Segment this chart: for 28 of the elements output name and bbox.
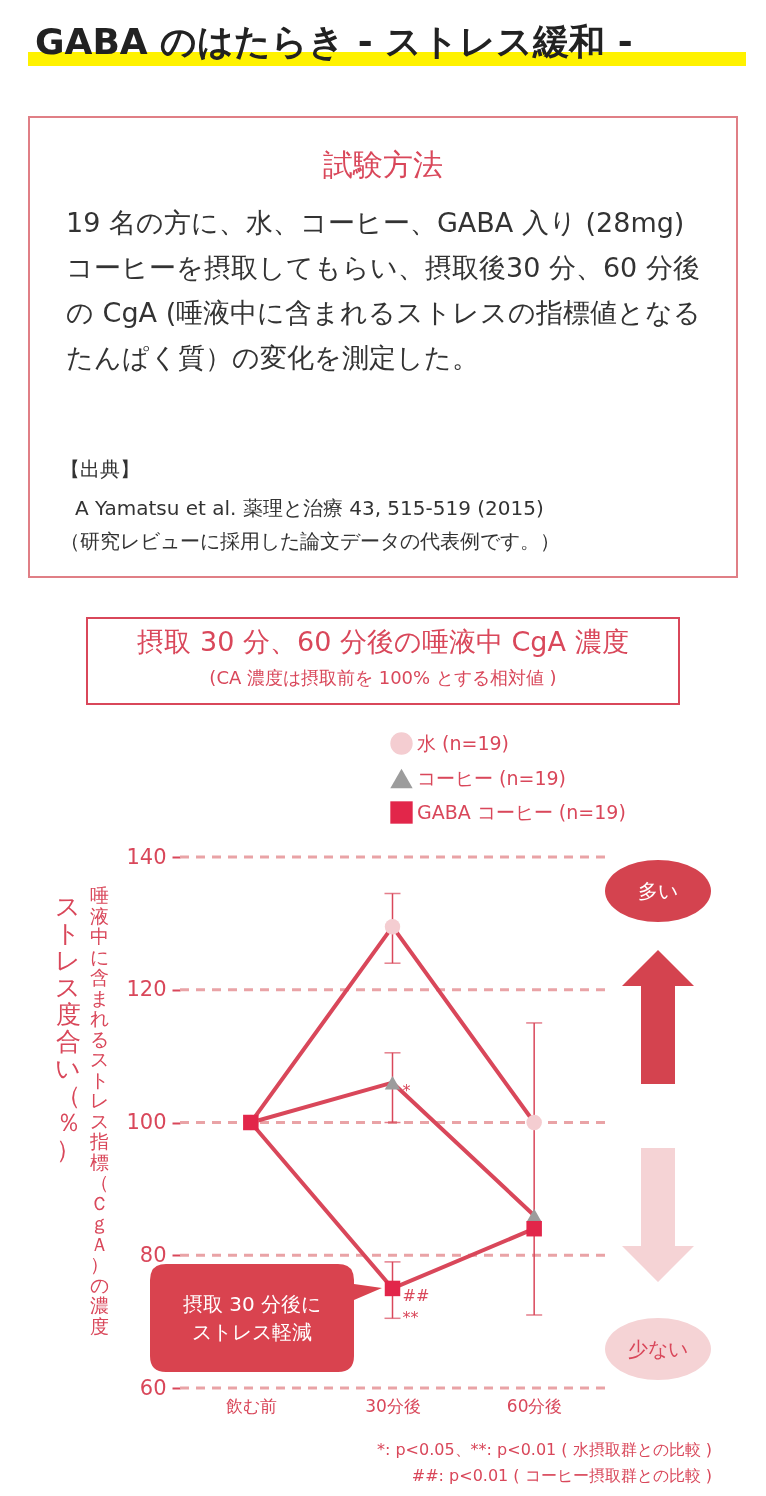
text: 唾液中に含まれるストレス指標（ＣｇＡ）の濃度 — [89, 884, 109, 1337]
text: ストレス度合い（％） — [55, 892, 81, 1164]
annotation: * — [402, 1080, 411, 1100]
x-tick-label: 30分後 — [365, 1395, 421, 1416]
text: A Yamatsu et al. 薬理と治療 43, 515-519 (2015) — [75, 495, 544, 522]
y-tick-label: 140 — [126, 844, 167, 869]
text: (CA 濃度は摂取前を 100% とする相対値 ) — [208, 666, 558, 690]
y-tick-label: 120 — [126, 977, 167, 1002]
text: 【出典】 — [60, 456, 140, 483]
y-tick-label: 60 — [139, 1375, 167, 1400]
legend-label: GABA コーヒー (n=19) — [417, 800, 626, 823]
text: 19 名の方に、水、コーヒー、GABA 入り (28mg) コーヒーを摂取してもらい、摂取後30 分、60 分後の CgA (唾液中に含まれるストレスの指標値となるたんぱく質）の変化を測定した。 — [66, 206, 702, 375]
legend-label: 水 (n=19) — [417, 731, 510, 754]
legend-label: コーヒー (n=19) — [417, 766, 567, 789]
y-tick-label: 80 — [139, 1242, 167, 1267]
text: *: p<0.05、**: p<0.01 ( 水摂取群との比較 ) — [376, 1440, 712, 1461]
text: 少ない — [605, 1318, 711, 1380]
chart-subtitle: 摂取 30 分、60 分後の唾液中 CgA 濃度 — [136, 625, 630, 659]
y-tick-label: 100 — [126, 1110, 167, 1134]
annotation: ## ** — [402, 1286, 430, 1328]
text: （研究レビューに採用した論文データの代表例です。） — [60, 528, 560, 555]
chart-title: GABA のはたらき - ストレス緩和 - — [35, 20, 633, 64]
annotation: 摂取 30 分後にストレス軽減 — [181, 1291, 323, 1346]
text: ##: p<0.01 ( コーヒー摂取群との比較 ) — [411, 1466, 712, 1487]
x-tick-label: 60分後 — [506, 1395, 563, 1416]
text: 多い — [605, 860, 711, 922]
x-tick-label: 飲む前 — [225, 1395, 277, 1416]
text: 試験方法 — [322, 146, 444, 184]
